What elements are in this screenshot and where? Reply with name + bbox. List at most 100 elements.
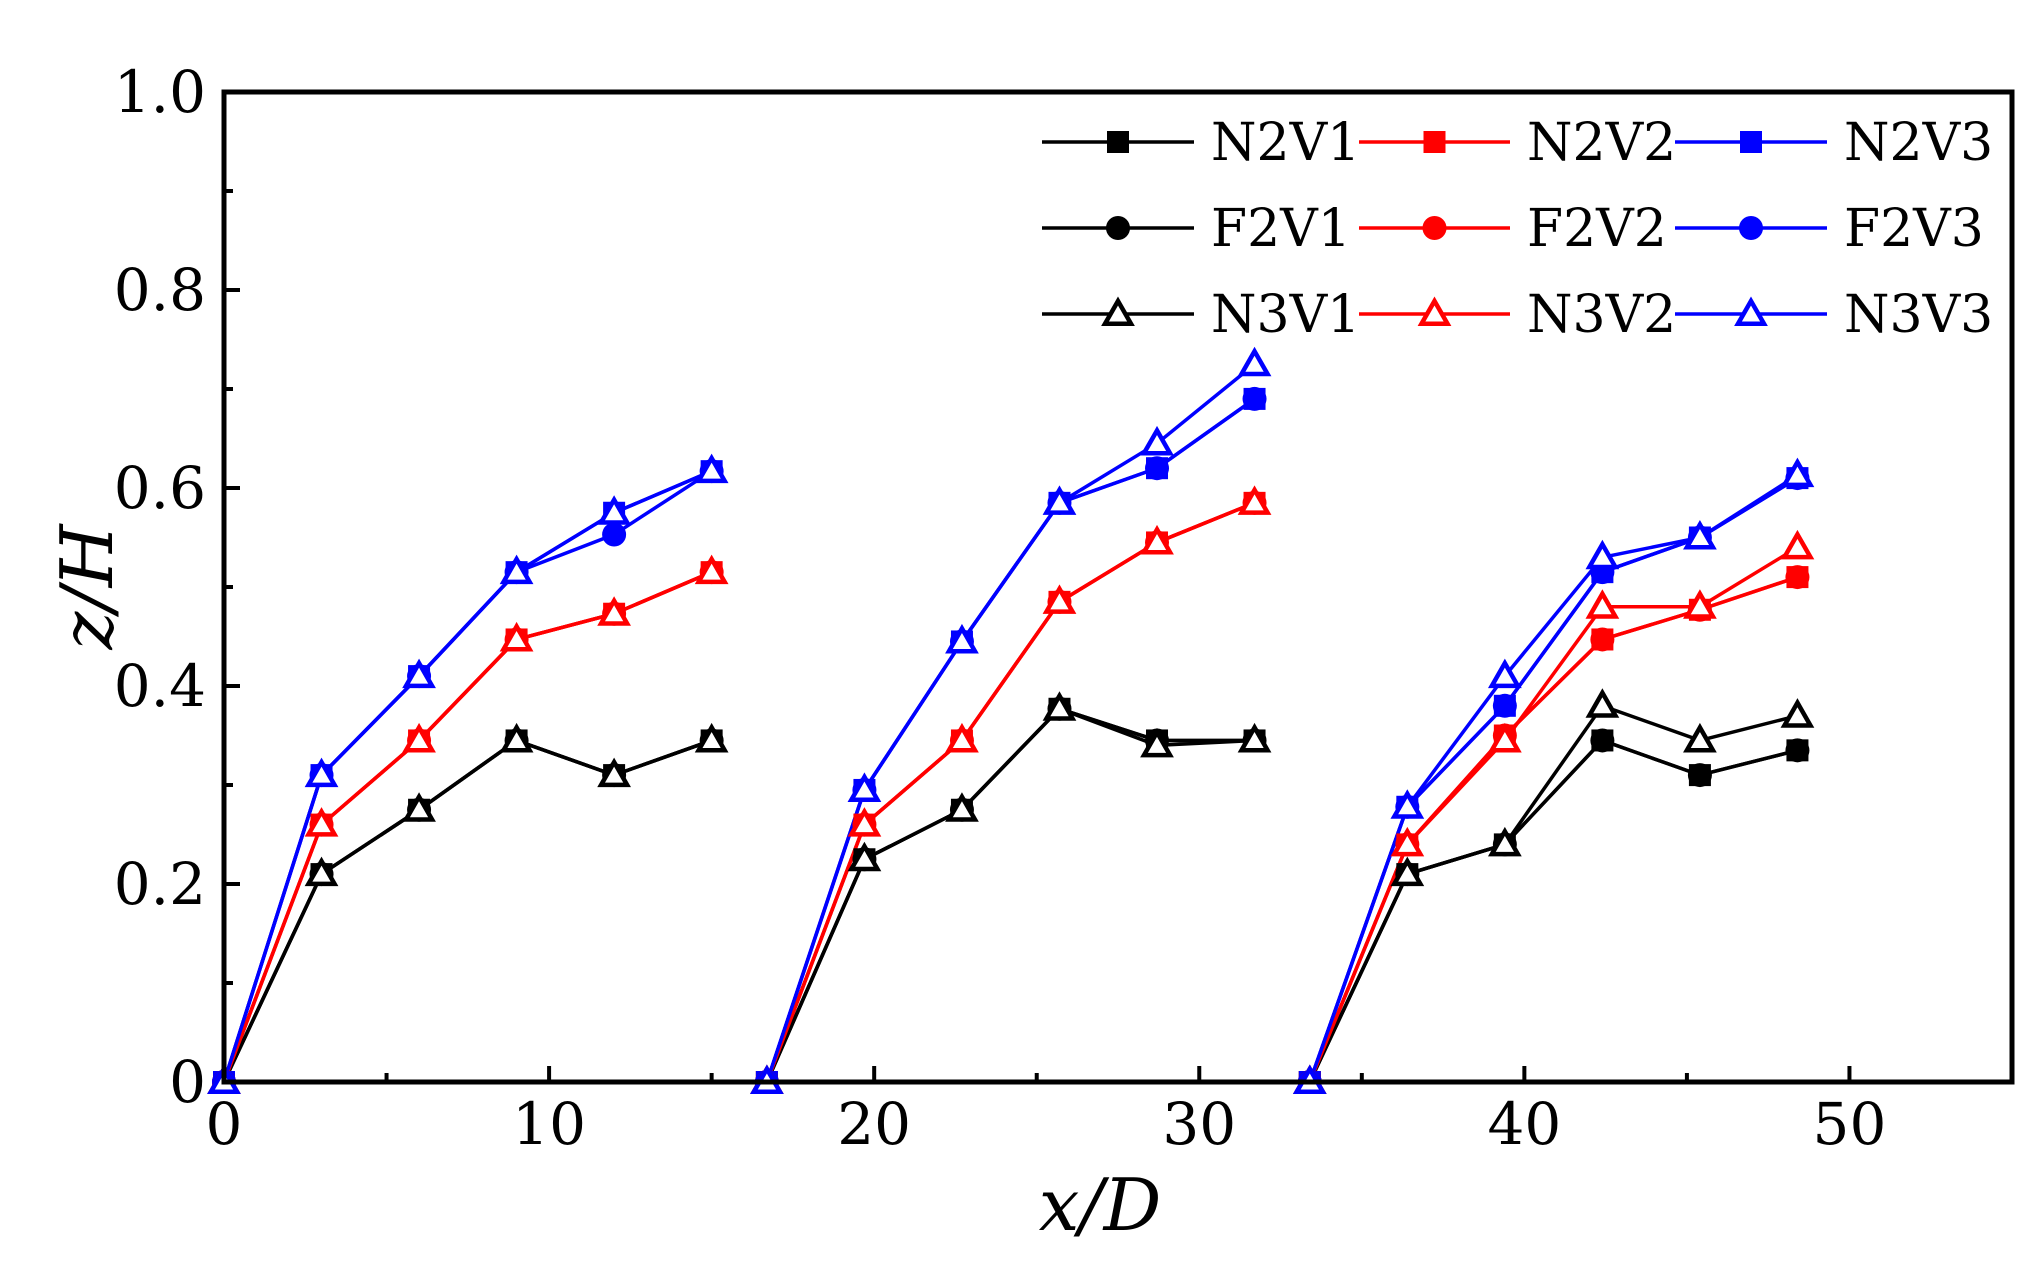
legend-label: N3V1 — [1211, 285, 1360, 345]
series-points-N3V2 — [207, 485, 1815, 1094]
data-point-F2V1 — [1590, 728, 1615, 753]
plot-marks — [207, 346, 1815, 1094]
series-line-N3V3 — [765, 362, 1256, 1083]
data-point-F2V1 — [1687, 763, 1712, 788]
series-line-F2V1 — [765, 706, 1255, 1083]
x-tick-label: 10 — [512, 1090, 586, 1158]
data-point-N3V1 — [597, 757, 631, 788]
series-line-N3V3 — [222, 469, 713, 1083]
data-point-N3V3 — [694, 453, 729, 484]
series-line-F2V1 — [1308, 738, 1798, 1083]
legend-label: N3V2 — [1527, 285, 1676, 345]
data-point-N3V1 — [694, 722, 729, 753]
series-points-N3V3 — [207, 346, 1815, 1094]
y-tick-label: 0.6 — [114, 454, 206, 522]
data-point-N3V3 — [1780, 457, 1815, 488]
series-F2V2 — [222, 501, 1798, 1083]
legend-item-N3V3: N3V3 — [1675, 285, 1993, 345]
series-line-F2V3 — [1308, 476, 1799, 1083]
x-axis-label: x/D — [1039, 1163, 1162, 1247]
y-tick-label: 1.0 — [114, 58, 206, 126]
data-point-N3V2 — [1237, 485, 1272, 515]
data-point-N3V1 — [1237, 722, 1272, 753]
series-line-N3V2 — [222, 570, 713, 1083]
data-point-F2V2 — [1785, 565, 1810, 590]
data-point-N3V1 — [847, 841, 882, 872]
data-point-N3V3 — [847, 772, 882, 802]
data-point-N3V3 — [402, 658, 436, 689]
x-tick-label: 0 — [206, 1090, 243, 1158]
data-point-N3V3 — [304, 757, 339, 788]
data-point-N3V2 — [1487, 722, 1522, 753]
legend-marker — [1423, 131, 1446, 153]
data-point-N3V3 — [1585, 539, 1620, 570]
legend-label: N2V1 — [1211, 113, 1360, 173]
series-points-F2V2 — [212, 490, 1810, 1094]
legend-marker — [1734, 296, 1768, 326]
series-points-N2V3 — [213, 387, 1809, 1093]
data-point-N3V2 — [1390, 826, 1425, 857]
data-point-N3V1 — [1390, 856, 1425, 887]
data-point-F2V1 — [1785, 738, 1810, 763]
legend-item-N2V3: N2V3 — [1675, 113, 1993, 173]
data-point-N3V2 — [304, 807, 339, 837]
legend-item-F2V3: F2V3 — [1675, 199, 1984, 259]
legend-label: N2V3 — [1844, 113, 1993, 173]
legend-marker — [1106, 216, 1130, 240]
series-line-N2V1 — [222, 738, 713, 1083]
data-point-N3V1 — [1487, 826, 1522, 857]
data-point-N3V1 — [1585, 688, 1620, 718]
legend-marker — [1107, 131, 1129, 153]
legend: N2V1 N2V2 N2V3 F2V1 F2V2 F2V3 N3V1 N3V2 N3V3 — [1042, 113, 1993, 345]
x-tick-label: 40 — [1487, 1090, 1561, 1158]
data-point-N3V1 — [1042, 691, 1077, 721]
legend-marker — [1422, 216, 1447, 240]
legend-item-F2V2: F2V2 — [1359, 199, 1667, 259]
series-F2V3 — [222, 397, 1799, 1083]
series-line-N2V2 — [765, 501, 1256, 1083]
legend-label: N3V3 — [1844, 285, 1993, 345]
series-line-N3V1 — [222, 738, 713, 1083]
series-line-N3V3 — [1308, 473, 1799, 1083]
data-point-F2V3 — [1242, 386, 1267, 411]
series-points-N2V2 — [213, 491, 1809, 1093]
data-point-N3V1 — [499, 722, 534, 753]
series-N3V3 — [222, 362, 1799, 1083]
legend-label: F2V3 — [1844, 199, 1984, 259]
data-point-N3V2 — [1140, 524, 1174, 555]
legend-item-N2V1: N2V1 — [1042, 113, 1360, 173]
data-point-N3V2 — [847, 807, 882, 837]
data-point-N3V1 — [304, 856, 339, 887]
data-point-N3V2 — [597, 596, 631, 626]
legend-item-N3V2: N3V2 — [1359, 285, 1676, 345]
data-point-N3V3 — [1683, 519, 1717, 550]
x-tick-label: 50 — [1813, 1090, 1887, 1158]
data-point-N3V3 — [1487, 658, 1522, 689]
legend-marker — [1740, 131, 1762, 153]
legend-marker — [1417, 296, 1452, 326]
series-points-F2V3 — [212, 386, 1810, 1094]
data-point-N3V2 — [402, 722, 436, 753]
data-point-N3V1 — [1780, 698, 1815, 728]
data-point-N3V1 — [945, 792, 979, 822]
legend-item-N3V1: N3V1 — [1042, 285, 1360, 345]
axes: 0 10 20 30 40 50 0 0.2 0.4 0.6 0.8 1.0 — [114, 58, 1887, 1158]
legend-label: F2V2 — [1527, 199, 1667, 259]
series-line-F2V1 — [222, 738, 713, 1083]
data-point-N3V3 — [1042, 485, 1077, 515]
series-line-N2V2 — [1308, 575, 1798, 1083]
data-point-N3V3 — [1390, 789, 1425, 819]
data-point-N3V2 — [1683, 589, 1717, 619]
y-tick-label: 0.2 — [114, 850, 206, 918]
series-N2V3 — [222, 397, 1799, 1083]
data-point-N3V2 — [499, 621, 534, 652]
y-tick-label: 0 — [169, 1048, 206, 1116]
data-point-N3V2 — [945, 722, 979, 753]
series-line-N3V1 — [1308, 703, 1798, 1083]
data-point-F2V2 — [1590, 627, 1615, 652]
series-line-N2V1 — [765, 706, 1255, 1083]
series-line-N3V2 — [1308, 545, 1799, 1083]
series-N3V1 — [222, 703, 1798, 1083]
series-line-N2V2 — [222, 570, 713, 1083]
